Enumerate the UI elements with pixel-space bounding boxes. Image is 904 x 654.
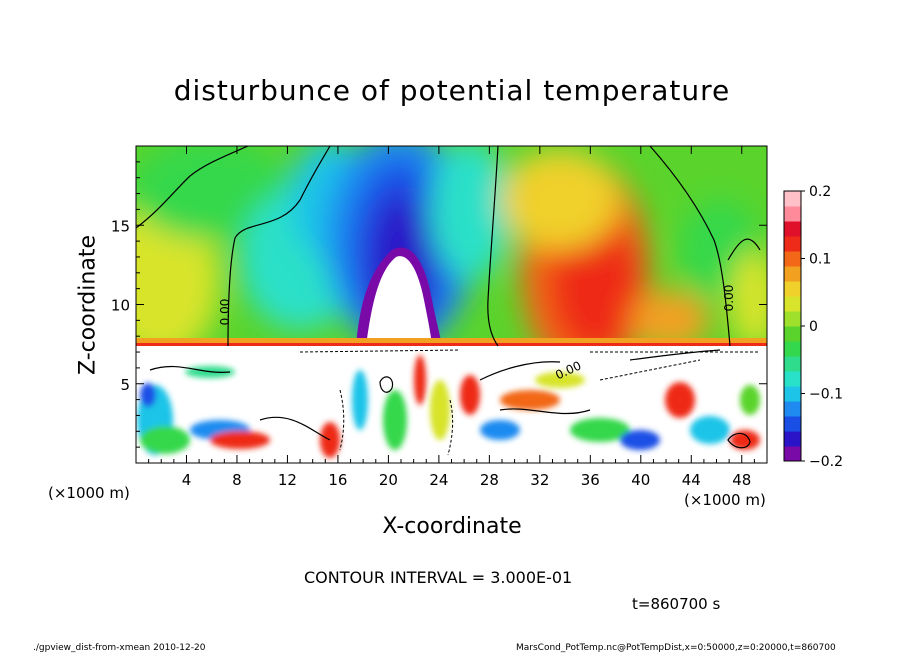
colorbar-tick-label: 0.1 [809, 252, 831, 268]
plume-white-core [366, 256, 432, 346]
x-unit-left: (×1000 m) [48, 484, 130, 502]
x-tick-label: 40 [631, 471, 650, 489]
x-tick-label: 16 [328, 471, 347, 489]
colorbar-swatch [784, 446, 801, 462]
colorbar-swatch [784, 296, 801, 312]
colorbar-swatch [784, 221, 801, 237]
x-tick-label: 4 [182, 471, 192, 489]
y-axis-label: Z-coordinate [75, 235, 101, 375]
colorbar-swatch [784, 416, 801, 432]
colorbar-swatch [784, 341, 801, 357]
colorbar-swatch [784, 326, 801, 342]
contour-label: 0.00 [722, 285, 736, 312]
colorbar-tick-label: −0.2 [809, 454, 843, 470]
colorbar-swatch [784, 311, 801, 327]
x-axis-label: X-coordinate [382, 514, 522, 539]
x-unit-right: (×1000 m) [684, 491, 766, 509]
dashed-contours [299, 349, 760, 456]
time-label: t=860700 s [632, 595, 721, 613]
x-tick-label: 32 [530, 471, 549, 489]
colorbar-swatch [784, 206, 801, 222]
y-tick-label: 5 [120, 376, 130, 394]
x-tick-label: 12 [278, 471, 297, 489]
contour-label: 0.00 [218, 299, 232, 326]
y-tick-label: 15 [111, 217, 130, 235]
colorbar-swatch [784, 236, 801, 252]
x-tick-label: 28 [480, 471, 499, 489]
x-tick-label: 24 [429, 471, 448, 489]
colorbar-tick-label: −0.1 [809, 387, 843, 403]
lower-layer-field [137, 355, 760, 458]
colorbar-swatch [784, 371, 801, 387]
footer-left: ./gpview_dist-from-xmean 2010-12-20 [33, 643, 206, 653]
x-tick-label: 20 [379, 471, 398, 489]
contour-interval: CONTOUR INTERVAL = 3.000E-01 [304, 568, 573, 587]
colorbar-swatch [784, 386, 801, 402]
colorbar-swatch [784, 251, 801, 267]
x-tick-label: 48 [732, 471, 751, 489]
colorbar-swatch [784, 356, 801, 372]
colorbar-tick-label: 0.2 [809, 184, 831, 200]
y-tick-label: 10 [111, 297, 130, 315]
colorbar-tick-label: 0 [809, 319, 818, 335]
colorbar-swatch [784, 431, 801, 447]
colorbar-swatch [784, 266, 801, 282]
colorbar-swatch [784, 401, 801, 417]
colorbar-swatch [784, 281, 801, 297]
interface-band [136, 338, 767, 346]
chart-title: disturbunce of potential temperature [173, 74, 731, 107]
footer-right: MarsCond_PotTemp.nc@PotTempDist,x=0:5000… [516, 643, 836, 653]
x-tick-label: 8 [232, 471, 242, 489]
contour-lines [136, 146, 761, 449]
colorbar-swatch [784, 191, 801, 207]
x-tick-label: 36 [581, 471, 600, 489]
x-tick-label: 44 [682, 471, 701, 489]
